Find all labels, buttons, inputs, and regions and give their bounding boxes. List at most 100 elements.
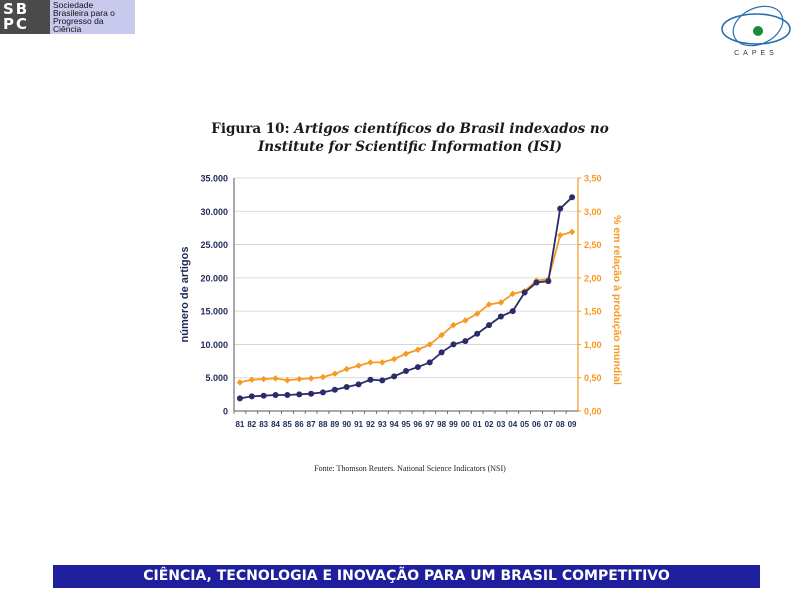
series-percent-point bbox=[509, 290, 516, 298]
y-tick-label-left: 5.000 bbox=[205, 373, 228, 383]
series-articles-point bbox=[403, 368, 409, 375]
sbpc-logo-mark-line1: SB bbox=[3, 0, 30, 18]
y-tick-label-right: 1,50 bbox=[584, 307, 602, 317]
series-articles-point bbox=[474, 330, 481, 337]
x-tick-label: 92 bbox=[366, 420, 375, 429]
sbpc-logo: SB PC Sociedade Brasileira para o Progre… bbox=[0, 0, 135, 34]
series-percent-point bbox=[426, 341, 433, 348]
series-percent-point bbox=[390, 355, 398, 363]
x-tick-label: 82 bbox=[247, 420, 256, 429]
x-tick-label: 97 bbox=[425, 420, 434, 429]
x-tick-label: 99 bbox=[449, 420, 458, 429]
y-tick-label-right: 3,50 bbox=[584, 174, 602, 184]
x-tick-label: 85 bbox=[283, 420, 292, 429]
y-tick-label-left: 25.000 bbox=[200, 240, 228, 250]
x-tick-label: 05 bbox=[520, 420, 529, 429]
series-percent-line bbox=[239, 231, 573, 384]
x-tick-label: 93 bbox=[378, 420, 387, 429]
series-percent-point bbox=[485, 301, 493, 308]
x-tick-label: 03 bbox=[496, 420, 505, 429]
figure-source: Fonte: Thomson Reuters. National Science… bbox=[314, 464, 506, 473]
series-articles-point bbox=[379, 377, 386, 384]
y-tick-label-right: 2,50 bbox=[584, 240, 602, 250]
sbpc-logo-text: Sociedade Brasileira para o Progresso da… bbox=[50, 0, 135, 34]
series-articles-point bbox=[426, 359, 433, 366]
series-articles-point bbox=[236, 395, 243, 402]
x-tick-label: 09 bbox=[568, 420, 577, 429]
x-tick-label: 87 bbox=[307, 420, 316, 429]
y-axis-title-left: número de artigos bbox=[179, 247, 191, 343]
x-tick-label: 84 bbox=[271, 420, 280, 429]
series-percent-point bbox=[379, 359, 386, 366]
series-articles-point bbox=[569, 194, 576, 201]
series-articles-point bbox=[343, 384, 350, 391]
x-tick-label: 86 bbox=[295, 420, 304, 429]
series-articles-point bbox=[450, 341, 457, 348]
x-tick-label: 06 bbox=[532, 420, 541, 429]
x-tick-label: 04 bbox=[508, 420, 517, 429]
series-percent-point bbox=[319, 373, 327, 381]
series-articles-point bbox=[367, 376, 374, 383]
series-percent-point bbox=[450, 321, 457, 329]
series-articles-point bbox=[355, 381, 362, 388]
series-percent-point bbox=[414, 346, 422, 353]
series-percent-point bbox=[497, 299, 505, 306]
y-tick-label-left: 35.000 bbox=[200, 174, 228, 184]
y-tick-label-right: 1,00 bbox=[584, 340, 602, 350]
x-tick-label: 91 bbox=[354, 420, 363, 429]
y-tick-label-right: 2,00 bbox=[584, 273, 602, 283]
y-tick-label-right: 3,00 bbox=[584, 207, 602, 217]
series-percent-point bbox=[284, 377, 291, 384]
y-tick-label-left: 30.000 bbox=[200, 207, 228, 217]
series-percent-point bbox=[236, 379, 244, 386]
series-articles-point bbox=[260, 392, 267, 399]
series-percent-point bbox=[296, 375, 303, 383]
series-percent-point bbox=[248, 376, 255, 383]
series-articles-point bbox=[533, 279, 540, 286]
series-percent-point bbox=[331, 370, 339, 377]
series-articles-point bbox=[319, 389, 326, 396]
series-percent-point bbox=[462, 317, 469, 324]
figure-title-line2: Institute for Scientific Information (IS… bbox=[257, 139, 563, 155]
series-articles-point bbox=[438, 349, 445, 356]
series-percent-point bbox=[557, 232, 564, 239]
series-articles-point bbox=[308, 390, 315, 397]
x-tick-label: 02 bbox=[485, 420, 494, 429]
x-tick-label: 00 bbox=[461, 420, 470, 429]
sbpc-logo-mark: SB PC bbox=[0, 0, 50, 34]
x-tick-label: 81 bbox=[235, 420, 244, 429]
sbpc-logo-mark-line2: PC bbox=[3, 15, 30, 33]
series-articles-point bbox=[486, 322, 493, 329]
series-articles-point bbox=[391, 373, 398, 380]
series-articles-point bbox=[509, 308, 516, 315]
series-percent-point bbox=[367, 359, 374, 366]
series-percent-point bbox=[343, 365, 350, 373]
x-tick-label: 07 bbox=[544, 420, 553, 429]
series-articles-point bbox=[284, 392, 291, 399]
series-percent-point bbox=[260, 375, 267, 383]
y-tick-label-left: 10.000 bbox=[200, 340, 228, 350]
series-articles-point bbox=[331, 386, 338, 393]
x-tick-label: 96 bbox=[413, 420, 422, 429]
series-articles-point bbox=[557, 205, 564, 212]
series-percent-point bbox=[307, 375, 315, 382]
series-articles-point bbox=[272, 392, 279, 399]
y-tick-label-left: 0 bbox=[223, 407, 228, 417]
x-tick-label: 95 bbox=[402, 420, 411, 429]
x-tick-label: 90 bbox=[342, 420, 351, 429]
series-percent-point bbox=[438, 331, 445, 339]
x-tick-label: 08 bbox=[556, 420, 565, 429]
series-articles-point bbox=[521, 289, 528, 296]
series-articles-point bbox=[248, 393, 255, 400]
y-axis-title-right: % em relação à produção mundial bbox=[611, 215, 623, 385]
footer-banner: CIÊNCIA, TECNOLOGIA E INOVAÇÃO PARA UM B… bbox=[53, 565, 760, 588]
figure-title-line1: Artigos científicos do Brasil indexados … bbox=[294, 121, 609, 137]
x-tick-label: 98 bbox=[437, 420, 446, 429]
series-percent-point bbox=[568, 228, 576, 236]
x-tick-label: 94 bbox=[390, 420, 399, 429]
series-percent-point bbox=[402, 350, 410, 357]
capes-logo: CAPES bbox=[716, 2, 796, 62]
y-tick-label-left: 20.000 bbox=[200, 273, 228, 283]
y-tick-label-right: 0,50 bbox=[584, 373, 602, 383]
